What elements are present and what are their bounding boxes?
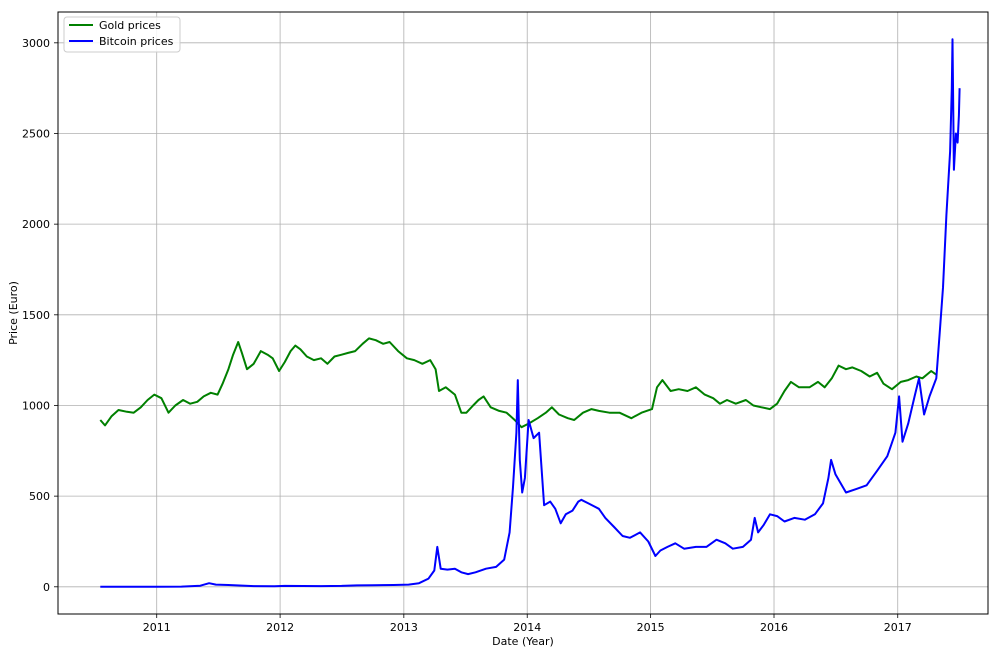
x-tick-label: 2017 — [884, 621, 912, 634]
legend: Gold prices Bitcoin prices — [63, 16, 181, 53]
x-axis-label: Date (Year) — [492, 635, 554, 648]
x-tick-label: 2011 — [143, 621, 171, 634]
y-tick-label: 1500 — [22, 309, 50, 322]
series-line-gold — [99, 337, 937, 429]
y-tick-label: 2000 — [22, 218, 50, 231]
x-tick-label: 2016 — [760, 621, 788, 634]
plot-frame — [57, 11, 989, 615]
y-axis-label: Price (Euro) — [7, 281, 20, 345]
x-tick-label: 2012 — [266, 621, 294, 634]
grid — [58, 12, 988, 614]
y-tick-label: 500 — [29, 490, 50, 503]
legend-entry: Gold prices — [99, 19, 161, 32]
x-axis: 2011 2012 2013 2014 2015 2016 2017 — [143, 614, 912, 634]
y-tick-label: 1000 — [22, 399, 50, 412]
series-layer — [99, 38, 961, 588]
x-tick-label: 2014 — [513, 621, 541, 634]
y-tick-label: 3000 — [22, 37, 50, 50]
series-line-bitcoin — [100, 38, 961, 588]
y-tick-label: 2500 — [22, 127, 50, 140]
y-tick-label: 0 — [43, 581, 50, 594]
x-tick-label: 2013 — [390, 621, 418, 634]
legend-entry: Bitcoin prices — [99, 35, 174, 48]
y-axis: 0 500 1000 1500 2000 2500 3000 — [22, 37, 58, 594]
x-tick-label: 2015 — [637, 621, 665, 634]
